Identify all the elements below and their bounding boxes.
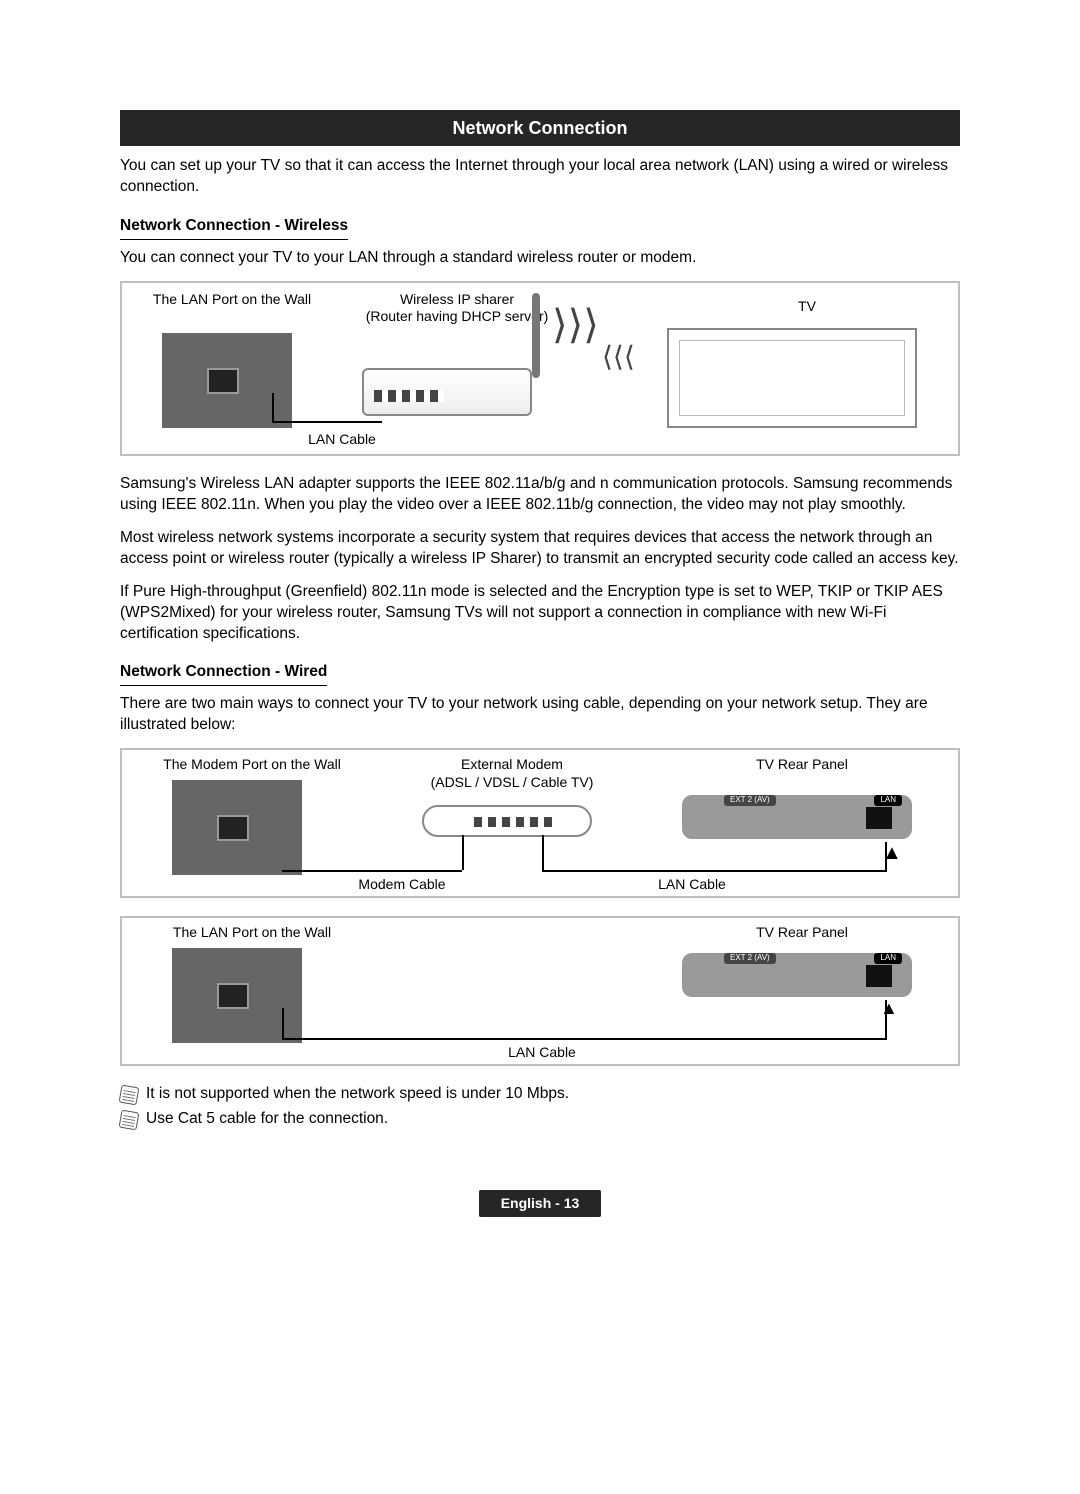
d1-router-label: Wireless IP sharer (Router having DHCP s… [362, 291, 552, 326]
d2-cable2-label: LAN Cable [612, 876, 772, 894]
wireless-heading: Network Connection - Wireless [120, 216, 348, 240]
d2-modem-label: External Modem (ADSL / VDSL / Cable TV) [422, 756, 602, 791]
d2-modem-label-2: (ADSL / VDSL / Cable TV) [431, 774, 594, 790]
wireless-desc: You can connect your TV to your LAN thro… [120, 248, 960, 269]
diagram-wired-direct: The LAN Port on the Wall TV Rear Panel E… [120, 916, 960, 1066]
ext-port-label: EXT 2 (AV) [724, 953, 776, 964]
page-footer: English - 13 [120, 1190, 960, 1217]
cable-line [462, 835, 464, 870]
diagram-wireless: The LAN Port on the Wall Wireless IP sha… [120, 281, 960, 456]
intro-text: You can set up your TV so that it can ac… [120, 156, 960, 198]
antenna-icon [532, 293, 540, 378]
note-line: It is not supported when the network spe… [120, 1084, 960, 1105]
modem-icon [422, 805, 592, 837]
lan-port-label: LAN [874, 795, 902, 806]
tv-icon [667, 328, 917, 428]
d2-cable1-label: Modem Cable [322, 876, 482, 894]
wifi-waves-right-icon: ⟩⟩⟩ [552, 298, 599, 352]
tv-rear-panel-icon: EXT 2 (AV) LAN [682, 795, 912, 839]
d1-wall-label-text: The LAN Port on the Wall [153, 291, 311, 307]
d1-tv-label: TV [717, 298, 897, 316]
ext-port-label: EXT 2 (AV) [724, 795, 776, 806]
d1-router-label-2: (Router having DHCP server) [366, 308, 549, 324]
wired-heading: Network Connection - Wired [120, 662, 327, 686]
note-icon [119, 1110, 140, 1131]
cable-line [282, 1008, 284, 1038]
d2-rear-label: TV Rear Panel [712, 756, 892, 774]
lan-port-icon [866, 807, 892, 829]
d1-wall-label: The LAN Port on the Wall [142, 291, 322, 309]
d1-cable-label: LAN Cable [272, 431, 412, 449]
d2-modem-label-1: External Modem [461, 756, 563, 772]
tv-rear-panel-icon: EXT 2 (AV) LAN [682, 953, 912, 997]
d3-rear-label: TV Rear Panel [712, 924, 892, 942]
section-header: Network Connection [120, 110, 960, 146]
note-line: Use Cat 5 cable for the connection. [120, 1109, 960, 1130]
d3-wall-label: The LAN Port on the Wall [152, 924, 352, 942]
wireless-para3: If Pure High-throughput (Greenfield) 802… [120, 582, 960, 645]
page-number: English - 13 [479, 1190, 602, 1217]
arrow-up-icon: ▲ [880, 996, 898, 1020]
cable-line [282, 1038, 887, 1040]
cable-line [542, 835, 544, 870]
wireless-para1: Samsung's Wireless LAN adapter supports … [120, 474, 960, 516]
wall-plate-icon [172, 780, 302, 875]
cable-line [542, 870, 887, 872]
cable-line [282, 870, 462, 872]
wired-desc: There are two main ways to connect your … [120, 694, 960, 736]
router-icon [362, 368, 532, 416]
note-icon [119, 1085, 140, 1106]
wireless-para2: Most wireless network systems incorporat… [120, 528, 960, 570]
d3-cable-label: LAN Cable [462, 1044, 622, 1062]
lan-port-icon [866, 965, 892, 987]
d1-router-label-1: Wireless IP sharer [400, 291, 514, 307]
note-text: It is not supported when the network spe… [146, 1084, 569, 1105]
lan-port-label: LAN [874, 953, 902, 964]
wifi-waves-left-icon: ⟨⟨⟨ [602, 338, 635, 376]
arrow-up-icon: ▲ [882, 840, 902, 867]
note-text: Use Cat 5 cable for the connection. [146, 1109, 388, 1130]
diagram-wired-modem: The Modem Port on the Wall External Mode… [120, 748, 960, 898]
d2-wall-label: The Modem Port on the Wall [152, 756, 352, 774]
